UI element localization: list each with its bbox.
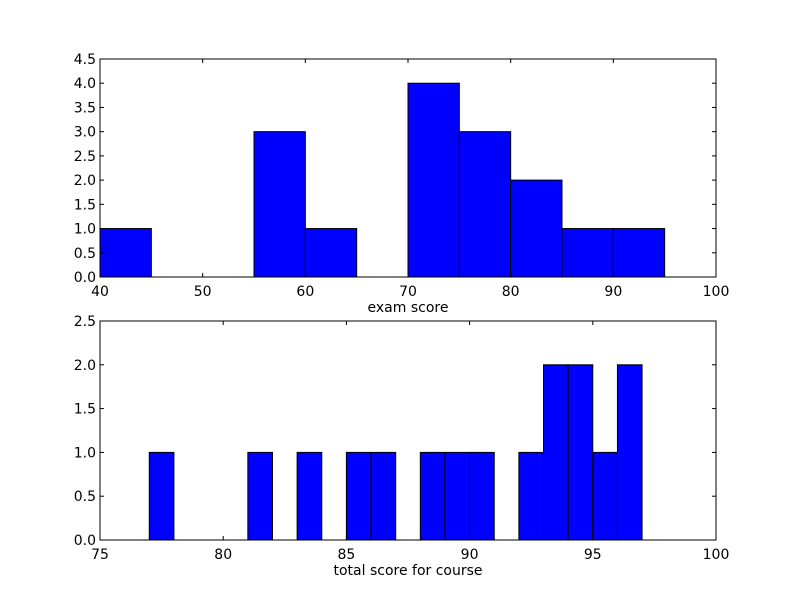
x-tick-label: 90 bbox=[461, 547, 479, 563]
histogram-bar bbox=[543, 364, 569, 541]
histogram-bar bbox=[592, 451, 618, 541]
y-tick-label: 3.5 bbox=[74, 100, 96, 116]
histogram-bar bbox=[247, 451, 273, 541]
y-tick-label: 2.0 bbox=[74, 173, 96, 189]
y-tick-label: 1.0 bbox=[74, 222, 96, 238]
histogram-bar bbox=[296, 451, 323, 541]
histogram-bar bbox=[510, 179, 563, 278]
y-tick-label: 1.5 bbox=[74, 402, 96, 418]
x-tick-label: 40 bbox=[91, 284, 109, 300]
y-tick-label: 2.5 bbox=[74, 314, 96, 330]
histogram-bar bbox=[407, 82, 460, 278]
x-tick-label: 95 bbox=[584, 547, 602, 563]
histogram-bar bbox=[444, 451, 471, 541]
total-score-histogram: 75 80 85 90 95 100 0.0 0.5 1.0 1.5 2.0 2.5 total sco… bbox=[74, 314, 730, 579]
y-tick-label: 1.5 bbox=[74, 197, 96, 213]
y-tick-label: 0.5 bbox=[74, 489, 96, 505]
histogram-bar bbox=[148, 451, 175, 541]
y-tick-label: 0.5 bbox=[74, 246, 96, 262]
x-tick-label: 100 bbox=[703, 547, 730, 563]
histogram-bar bbox=[370, 451, 397, 541]
x-tick-label: 85 bbox=[337, 547, 355, 563]
x-tick-label: 80 bbox=[214, 547, 232, 563]
x-tick-label: 90 bbox=[604, 284, 622, 300]
histogram-bar bbox=[345, 451, 372, 541]
histogram-bar bbox=[469, 451, 495, 541]
x-tick-label: 80 bbox=[502, 284, 520, 300]
histogram-bar bbox=[253, 131, 306, 278]
x-tick-label: 60 bbox=[296, 284, 314, 300]
histogram-bar bbox=[458, 131, 512, 278]
y-tick-label: 2.5 bbox=[74, 149, 96, 165]
x-axis-label: exam score bbox=[368, 300, 449, 316]
y-tick-label: 2.0 bbox=[74, 358, 96, 374]
x-tick-label: 50 bbox=[194, 284, 212, 300]
y-tick-label: 0.0 bbox=[74, 270, 96, 286]
histogram-bar bbox=[304, 228, 358, 278]
histogram-bar bbox=[518, 451, 545, 541]
y-tick-label: 4.5 bbox=[74, 52, 96, 68]
x-tick-label: 100 bbox=[703, 284, 730, 300]
histogram-bar bbox=[99, 228, 152, 278]
histogram-bar bbox=[567, 364, 594, 541]
histogram-bar bbox=[419, 451, 446, 541]
histogram-bar bbox=[561, 228, 614, 278]
x-axis-label: total score for course bbox=[333, 563, 482, 579]
histogram-bar bbox=[616, 364, 643, 541]
y-tick-label: 0.0 bbox=[74, 533, 96, 549]
y-tick-label: 4.0 bbox=[74, 76, 96, 92]
y-tick-label: 3.0 bbox=[74, 125, 96, 141]
y-tick-label: 1.0 bbox=[74, 445, 96, 461]
histogram-bar bbox=[612, 228, 666, 278]
axes-frame bbox=[99, 320, 717, 541]
x-tick-label: 70 bbox=[399, 284, 417, 300]
x-tick-label: 75 bbox=[91, 547, 109, 563]
exam-score-histogram: 40 50 60 70 80 90 100 0.0 0.5 1.0 1.5 2.0 2.5 3.0 3.5 4… bbox=[74, 52, 730, 316]
